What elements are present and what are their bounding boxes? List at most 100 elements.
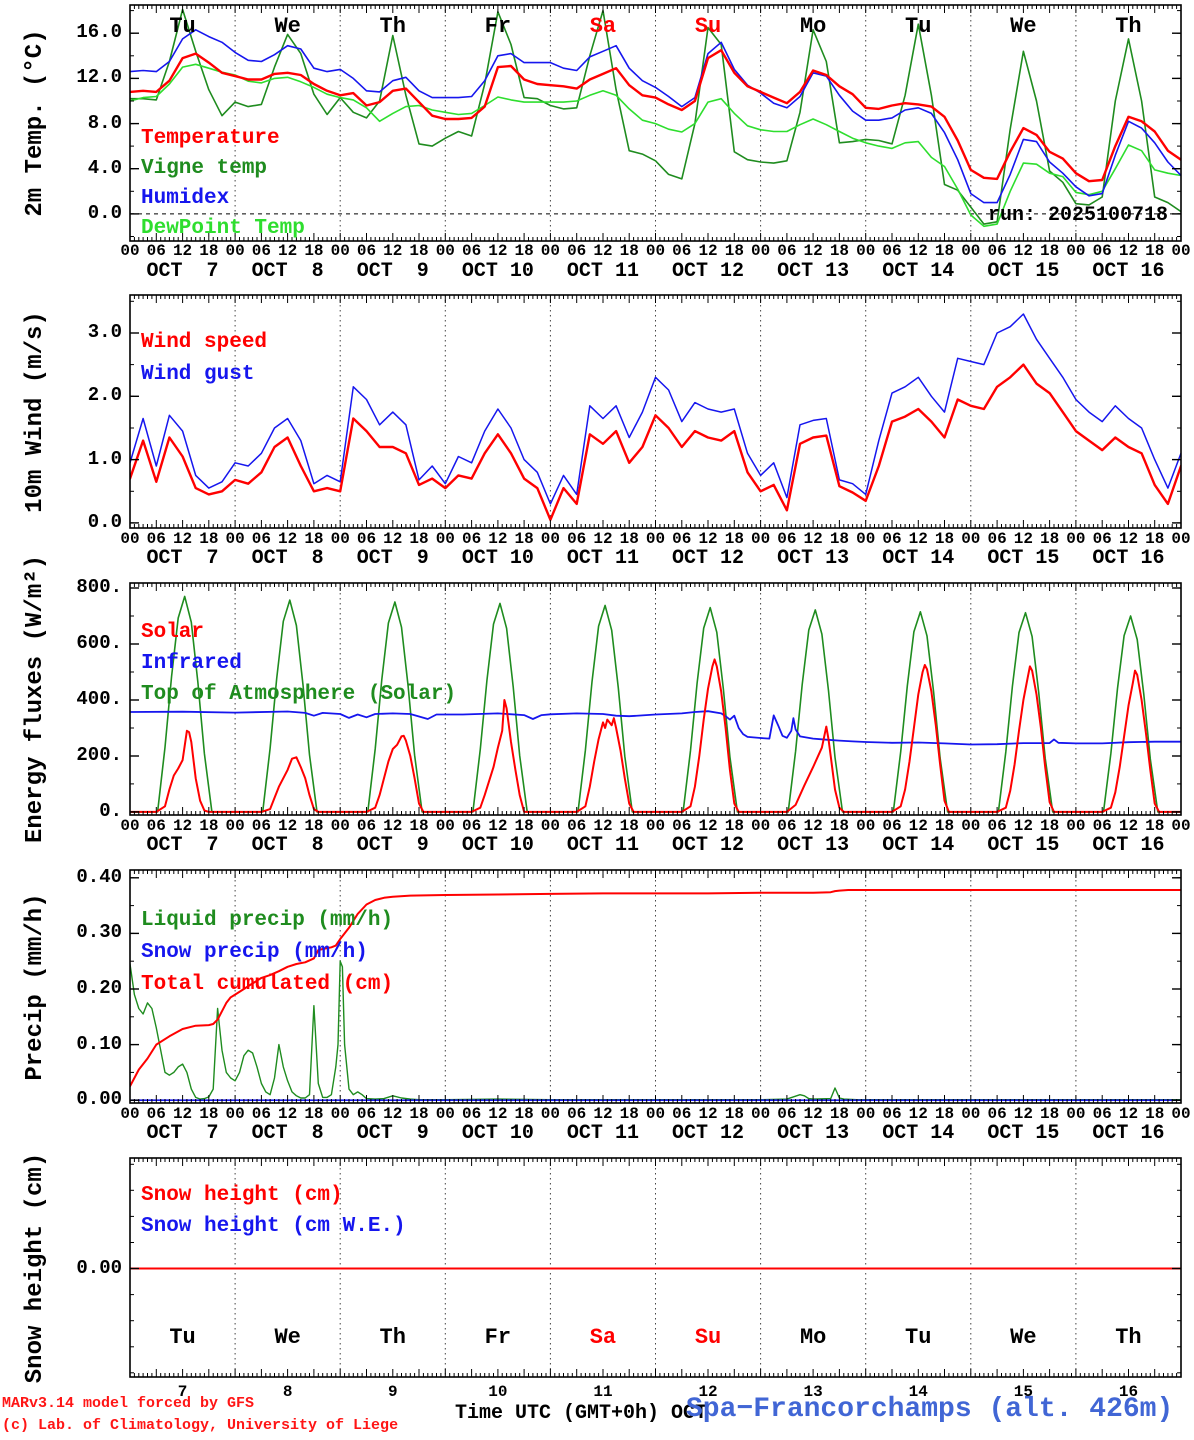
day-name-label: Th (379, 1325, 406, 1350)
x-date-label: OCT 12 (672, 834, 745, 857)
x-hour-label: 18 (199, 1105, 219, 1123)
x-hour-label: 12 (803, 817, 823, 835)
x-hour-label: 12 (803, 1105, 823, 1123)
x-hour-label: 12 (278, 1105, 298, 1123)
x-hour-label: 06 (567, 817, 587, 835)
x-hour-label: 18 (724, 817, 744, 835)
x-hour-label: 18 (619, 1105, 639, 1123)
y-axis-title: Snow height (cm) (22, 1152, 49, 1384)
x-hour-label: 18 (829, 530, 850, 548)
x-hour-label: 18 (1145, 242, 1165, 260)
x-hour-label: 12 (488, 1105, 508, 1123)
x-date-label: OCT 16 (1092, 260, 1165, 283)
x-hour-label: 18 (934, 817, 955, 835)
x-date-label: OCT 15 (987, 1122, 1060, 1145)
x-date-label: OCT 12 (672, 260, 745, 283)
legend-snow-height-cm: Snow height (cm) (141, 1184, 343, 1207)
y-tick-label: 0.20 (76, 977, 122, 999)
x-hour-label: 18 (1040, 530, 1060, 548)
x-hour-label: 00 (1171, 1105, 1191, 1123)
x-hour-label: 00 (856, 817, 876, 835)
x-hour-label: 18 (724, 1105, 744, 1123)
x-hour-label: 12 (698, 530, 718, 548)
x-hour-label: 06 (672, 530, 692, 548)
x-hour-label: 06 (356, 1105, 377, 1123)
x-hour-label: 06 (461, 530, 482, 548)
day-number-label: 14 (908, 1383, 928, 1401)
x-date-label: OCT 7 (146, 834, 219, 857)
x-hour-label: 06 (461, 817, 482, 835)
y-axis-title: 2m Temp. (°C) (22, 29, 49, 217)
x-hour-label: 18 (829, 817, 850, 835)
x-hour-label: 18 (1040, 817, 1060, 835)
day-name-label: Sa (589, 1325, 617, 1350)
x-hour-label: 00 (750, 817, 771, 835)
x-hour-label: 18 (934, 530, 955, 548)
x-hour-label: 12 (908, 817, 928, 835)
x-hour-label: 18 (619, 817, 639, 835)
x-hour-label: 18 (934, 242, 955, 260)
credit-model-line: MARv3.14 model forced by GFS (2, 1395, 255, 1412)
x-hour-label: 12 (488, 530, 508, 548)
x-hour-label: 12 (908, 1105, 928, 1123)
x-hour-label: 00 (540, 817, 560, 835)
x-hour-label: 12 (698, 817, 718, 835)
x-hour-label: 00 (856, 242, 876, 260)
x-hour-label: 18 (1145, 817, 1165, 835)
x-hour-label: 12 (1118, 1105, 1139, 1123)
x-hour-label: 06 (356, 530, 377, 548)
x-hour-label: 00 (120, 242, 140, 260)
y-tick-label: 1.0 (87, 448, 122, 470)
x-hour-label: 12 (1118, 242, 1139, 260)
x-hour-label: 12 (908, 242, 928, 260)
x-date-label: OCT 13 (777, 1122, 850, 1145)
legend-solar: Solar (141, 621, 205, 644)
x-hour-label: 00 (120, 817, 140, 835)
day-name-label: Tu (169, 14, 196, 39)
x-hour-label: 00 (1066, 242, 1086, 260)
x-hour-label: 00 (1066, 817, 1086, 835)
x-date-label: OCT 8 (251, 1122, 324, 1145)
y-tick-label: 0.00 (76, 1257, 122, 1279)
x-hour-label: 06 (146, 242, 166, 260)
x-hour-label: 06 (356, 242, 377, 260)
x-hour-label: 00 (750, 1105, 771, 1123)
x-date-label: OCT 16 (1092, 1122, 1165, 1145)
x-date-label: OCT 13 (777, 260, 850, 283)
day-name-label: We (1010, 1325, 1037, 1350)
x-hour-label: 12 (908, 530, 928, 548)
x-date-label: OCT 8 (251, 834, 324, 857)
x-hour-label: 00 (1171, 530, 1191, 548)
x-hour-label: 12 (1118, 817, 1139, 835)
x-hour-label: 06 (567, 1105, 587, 1123)
x-hour-label: 00 (225, 242, 245, 260)
x-hour-label: 12 (803, 242, 823, 260)
x-hour-label: 06 (1092, 530, 1112, 548)
x-hour-label: 12 (383, 242, 403, 260)
x-hour-label: 18 (1145, 530, 1165, 548)
x-date-label: OCT 8 (251, 547, 324, 570)
x-date-label: OCT 16 (1092, 834, 1165, 857)
x-date-label: OCT 14 (882, 547, 955, 570)
y-tick-label: 16.0 (76, 21, 122, 43)
station-title: Spa−Francorchamps (alt. 426m) (686, 1394, 1174, 1425)
y-tick-label: 800. (76, 576, 122, 598)
x-hour-label: 12 (278, 530, 298, 548)
legend-humidex: Humidex (141, 187, 230, 210)
x-date-label: OCT 16 (1092, 547, 1165, 570)
x-hour-label: 12 (1013, 817, 1033, 835)
x-hour-label: 00 (120, 1105, 140, 1123)
x-hour-label: 06 (251, 242, 271, 260)
x-hour-label: 00 (750, 242, 771, 260)
x-hour-label: 18 (829, 1105, 850, 1123)
x-hour-label: 12 (172, 242, 193, 260)
x-hour-label: 18 (409, 1105, 429, 1123)
x-hour-label: 06 (777, 530, 797, 548)
x-hour-label: 18 (304, 242, 324, 260)
x-hour-label: 12 (593, 530, 613, 548)
x-hour-label: 18 (1040, 1105, 1060, 1123)
y-axis-title: Energy fluxes (W/m²) (22, 554, 49, 844)
day-name-label: We (274, 1325, 301, 1350)
y-tick-label: 0.00 (76, 1088, 122, 1110)
